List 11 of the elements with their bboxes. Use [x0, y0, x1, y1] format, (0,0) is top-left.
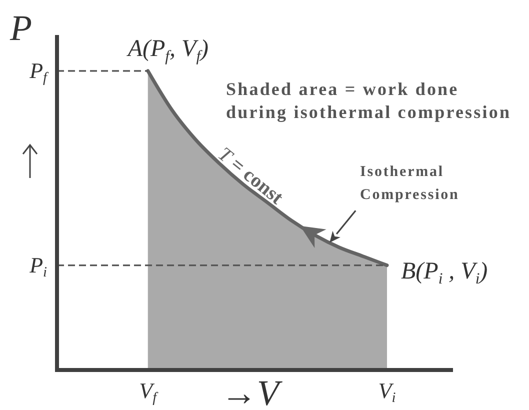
x-tick-label: V$_{i}$ — [378, 378, 396, 406]
annotation: A(P$_{f}$, V$_{f}$) — [126, 36, 209, 65]
ref-line-label: P$_{f}$ — [28, 58, 50, 86]
annotation: B(P$_{i}$ , V$_{i}$) — [401, 258, 488, 288]
x-axis-title: →V — [221, 373, 283, 410]
x-tick-label: V$_{f}$ — [139, 378, 159, 406]
text: T = const — [214, 142, 288, 209]
annotation: Isothermal Compression — [360, 164, 460, 203]
annotation: Shaded area = work done during isothermal compression — [226, 79, 512, 122]
y-axis-title: P — [9, 8, 32, 48]
ref-line-label: P$_{i}$ — [28, 252, 48, 280]
